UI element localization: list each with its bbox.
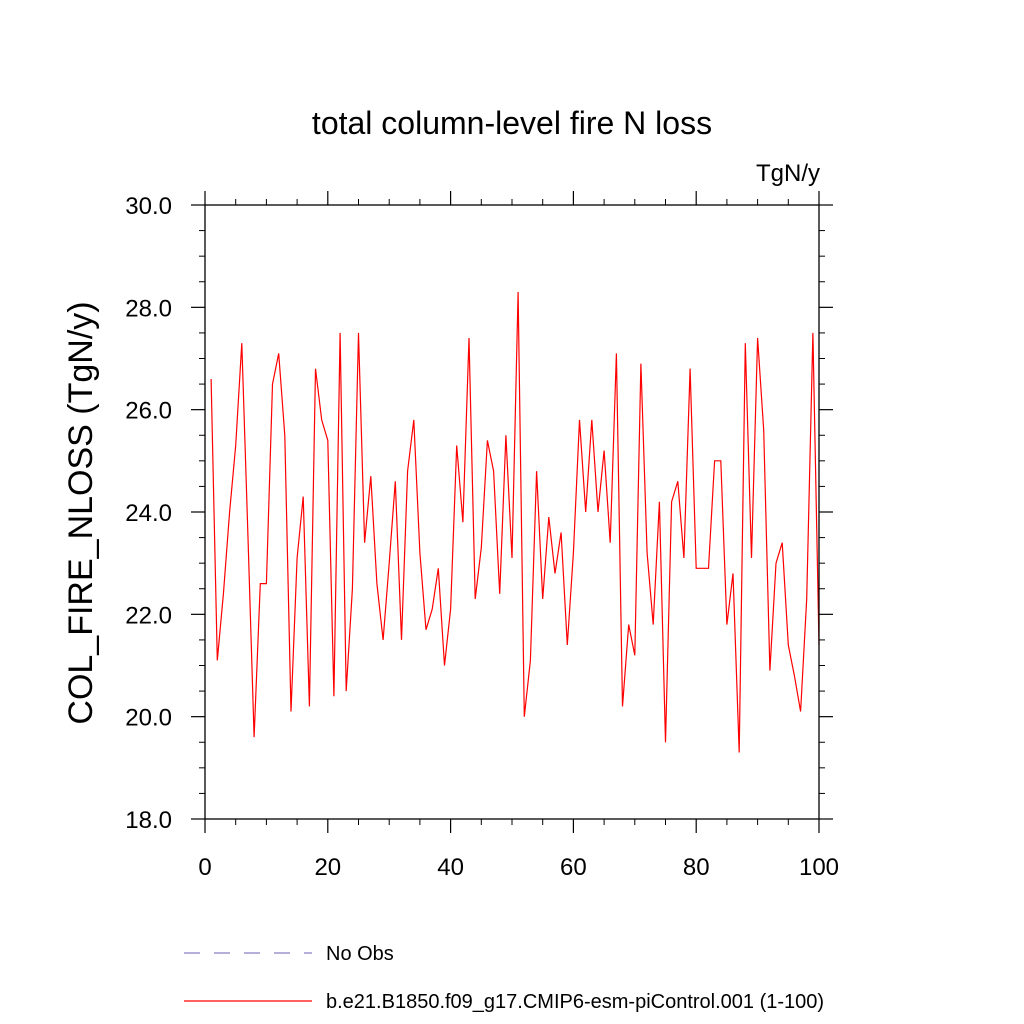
y-tick-label: 24.0 <box>125 500 172 527</box>
x-tick-label: 60 <box>560 854 587 881</box>
legend-label-no-obs: No Obs <box>326 943 394 965</box>
data-series-line <box>210 291 820 753</box>
plot-frame <box>204 204 820 820</box>
minor-ticks <box>199 199 825 825</box>
y-axis-label: COL_FIRE_NLOSS (TgN/y) <box>62 301 100 724</box>
chart-title: total column-level fire N loss <box>312 105 712 141</box>
y-tick-label: 26.0 <box>125 398 172 425</box>
y-tick-label: 22.0 <box>125 602 172 629</box>
y-tick-label: 28.0 <box>125 295 172 322</box>
y-tick-label: 30.0 <box>125 193 172 220</box>
legend: No Obs b.e21.B1850.f09_g17.CMIP6-esm-piC… <box>184 943 824 1013</box>
x-tick-label: 0 <box>198 854 211 881</box>
y-tick-label: 18.0 <box>125 807 172 834</box>
y-tick-label: 20.0 <box>125 705 172 732</box>
x-tick-label: 80 <box>683 854 710 881</box>
x-tick-label: 20 <box>314 854 341 881</box>
x-tick-label: 40 <box>437 854 464 881</box>
legend-label-model: b.e21.B1850.f09_g17.CMIP6-esm-piControl.… <box>326 991 824 1013</box>
x-tick-labels: 0 20 40 60 80 100 <box>198 854 839 881</box>
units-label: TgN/y <box>756 160 820 187</box>
major-ticks <box>191 191 833 833</box>
x-tick-label: 100 <box>799 854 839 881</box>
y-tick-labels: 18.0 20.0 22.0 24.0 26.0 28.0 30.0 <box>125 193 172 834</box>
